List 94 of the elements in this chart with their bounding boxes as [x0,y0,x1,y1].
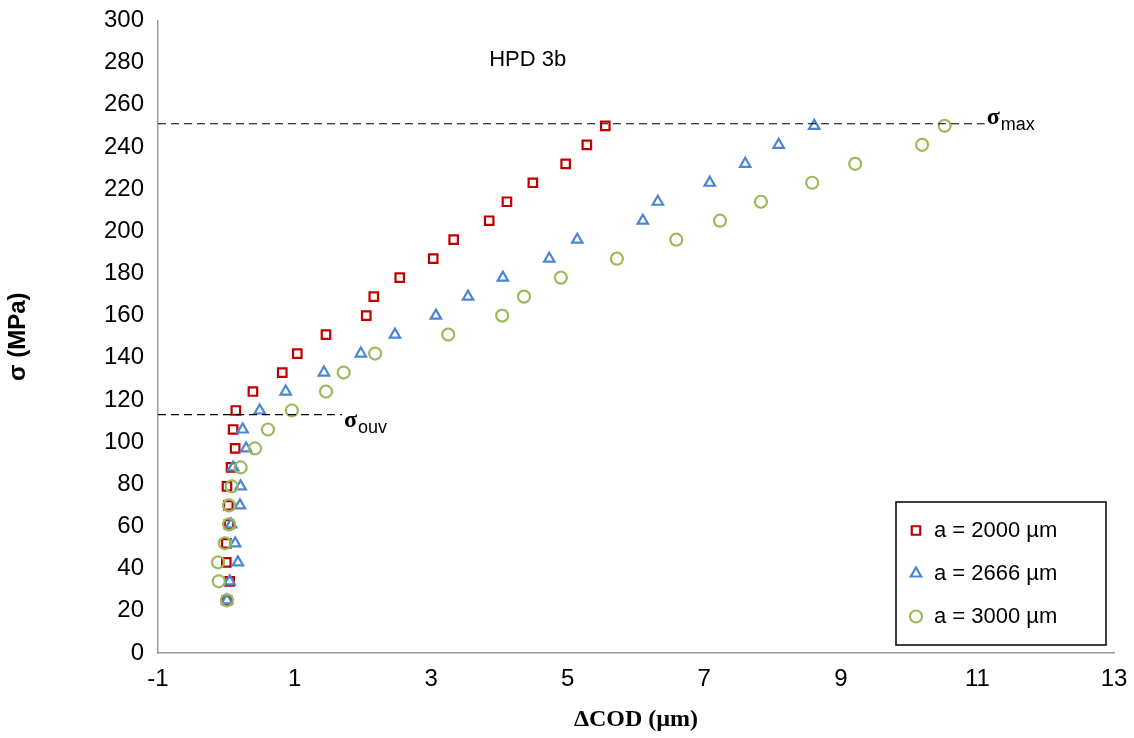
y-tick-label: 80 [117,468,144,496]
legend-label: a = 2000 µm [934,516,1058,542]
point [669,232,684,247]
point [609,251,624,266]
point [448,234,460,246]
y-tick-label: 0 [130,637,144,665]
x-tick-label: 5 [561,664,575,692]
x-tick-label: 1 [287,664,302,692]
point [247,441,263,456]
x-tick-label: 11 [964,664,990,692]
y-tick-label: 100 [103,426,144,454]
point [915,137,930,152]
point [388,327,402,339]
x-tick-label: 13 [1100,664,1128,692]
point [807,118,821,130]
point [937,118,952,133]
y-tick-label: 180 [103,258,144,286]
point [570,232,584,244]
point [360,310,372,321]
point [210,555,226,570]
y-axis-title: σ (MPa) [3,292,31,381]
y-tick-label: 260 [103,89,144,117]
point [527,177,539,189]
point [560,158,572,170]
point [320,329,332,340]
point [284,403,299,418]
point [368,346,383,361]
point [772,137,786,149]
y-tick-label: 280 [103,47,144,75]
point [495,308,510,323]
x-tick-label: 9 [834,664,848,692]
point [542,251,556,263]
point [368,291,380,302]
point [651,194,665,206]
point [461,289,475,301]
point [220,556,232,568]
point [291,348,303,359]
point [318,384,334,399]
y-tick-label: 140 [103,342,144,370]
point [599,120,611,132]
point [234,479,247,491]
legend-label: a = 3000 µm [934,602,1058,628]
point [279,384,292,396]
point [317,365,331,377]
point [441,327,456,342]
point [228,536,242,548]
x-tick-label: -1 [147,664,169,692]
point [231,555,245,567]
point [516,289,532,304]
point [501,196,513,208]
point [712,213,728,228]
point [260,422,276,437]
point [233,460,248,475]
y-tick-label: 40 [117,553,144,581]
point [429,308,443,320]
point [848,156,863,171]
point [211,574,226,589]
point [236,422,249,434]
y-tick-label: 220 [103,173,144,201]
point [233,498,247,510]
point [224,479,239,494]
point [227,424,239,435]
y-tick-label: 300 [103,5,144,33]
point [230,405,242,416]
point [738,156,752,168]
point [239,441,253,453]
point [427,253,439,265]
text: HPD 3b [489,46,567,72]
y-tick-label: 200 [103,215,144,243]
x-tick-label: 3 [424,664,438,692]
point [229,443,241,454]
point [805,175,820,190]
point [636,213,650,225]
point [354,346,368,358]
x-tick-label: 7 [697,664,711,692]
point [336,365,351,380]
y-tick-label: 240 [103,131,144,159]
point [221,481,233,492]
point [553,270,568,285]
point [394,272,406,283]
point [581,139,593,151]
point [496,270,510,282]
point [276,367,288,378]
y-tick-label: 120 [103,384,144,412]
legend-label: a = 2666 µm [934,559,1058,585]
y-tick-label: 160 [103,300,144,328]
y-tick-label: 20 [117,595,144,623]
point [483,215,495,227]
point [703,175,717,187]
point [253,403,267,415]
point [753,194,769,209]
point [247,386,259,397]
y-tick-label: 60 [117,511,144,539]
x-axis-title: ΔCOD (µm) [573,704,699,731]
